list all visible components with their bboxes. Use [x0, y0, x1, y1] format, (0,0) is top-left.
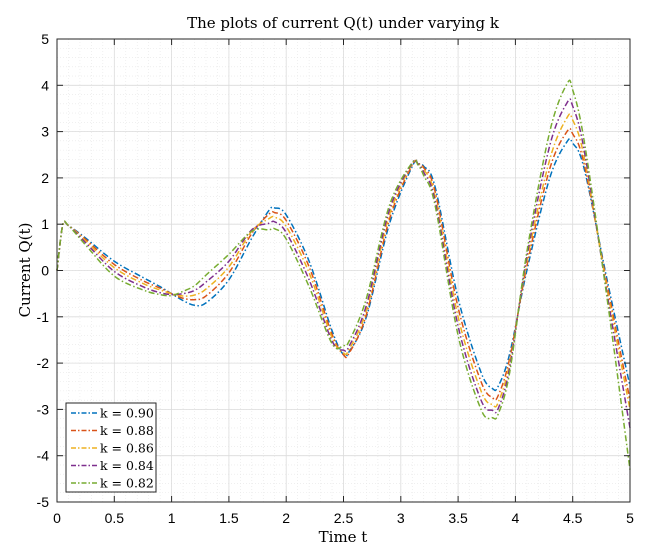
legend: k = 0.90 k = 0.88 k = 0.86 k = 0.84 k = 0.82 [65, 402, 157, 493]
y-tick-label: 5 [41, 31, 49, 47]
y-tick-label: 1 [41, 216, 49, 232]
y-tick-label: -3 [37, 401, 50, 417]
x-tick-label: 0.5 [105, 510, 125, 526]
y-axis-label: Current Q(t) [16, 223, 34, 318]
x-tick-label: 1.5 [219, 510, 239, 526]
tick-marks [56, 38, 631, 503]
y-tick-label: 4 [41, 77, 49, 93]
x-tick-label: 3.5 [448, 510, 468, 526]
y-tick-label: -4 [37, 448, 50, 464]
series-line-3 [56, 113, 631, 410]
y-tick-label: -5 [37, 494, 50, 510]
x-tick-label: 2 [282, 510, 290, 526]
y-tick-label: 3 [41, 124, 49, 140]
series-line-4 [56, 98, 631, 429]
legend-label: k = 0.86 [100, 441, 154, 456]
x-tick-label: 1 [168, 510, 176, 526]
chart-title: The plots of current Q(t) under varying … [187, 14, 500, 32]
x-tick-label: 2.5 [334, 510, 354, 526]
x-tick-label: 3 [397, 510, 405, 526]
y-tick-label: 0 [41, 263, 49, 279]
legend-label: k = 0.84 [100, 458, 154, 473]
legend-box [65, 402, 157, 493]
y-tick-label: -1 [37, 309, 50, 325]
y-tick-labels: -5 -4 -3 -2 -1 0 1 2 3 4 5 [37, 31, 50, 510]
y-tick-label: -2 [37, 355, 50, 371]
legend-label: k = 0.82 [100, 476, 154, 491]
x-tick-label: 0 [53, 510, 61, 526]
y-tick-label: 2 [41, 170, 49, 186]
series-layer [56, 79, 631, 470]
x-tick-label: 5 [626, 510, 634, 526]
x-tick-labels: 0 0.5 1 1.5 2 2.5 3 3.5 4 4.5 5 [53, 510, 634, 526]
legend-label: k = 0.88 [100, 423, 154, 438]
series-line-2 [56, 127, 631, 401]
legend-label: k = 0.90 [100, 406, 154, 421]
x-tick-label: 4 [512, 510, 520, 526]
x-tick-label: 4.5 [563, 510, 583, 526]
x-axis-label: Time t [319, 528, 368, 546]
series-line-5 [56, 79, 631, 470]
